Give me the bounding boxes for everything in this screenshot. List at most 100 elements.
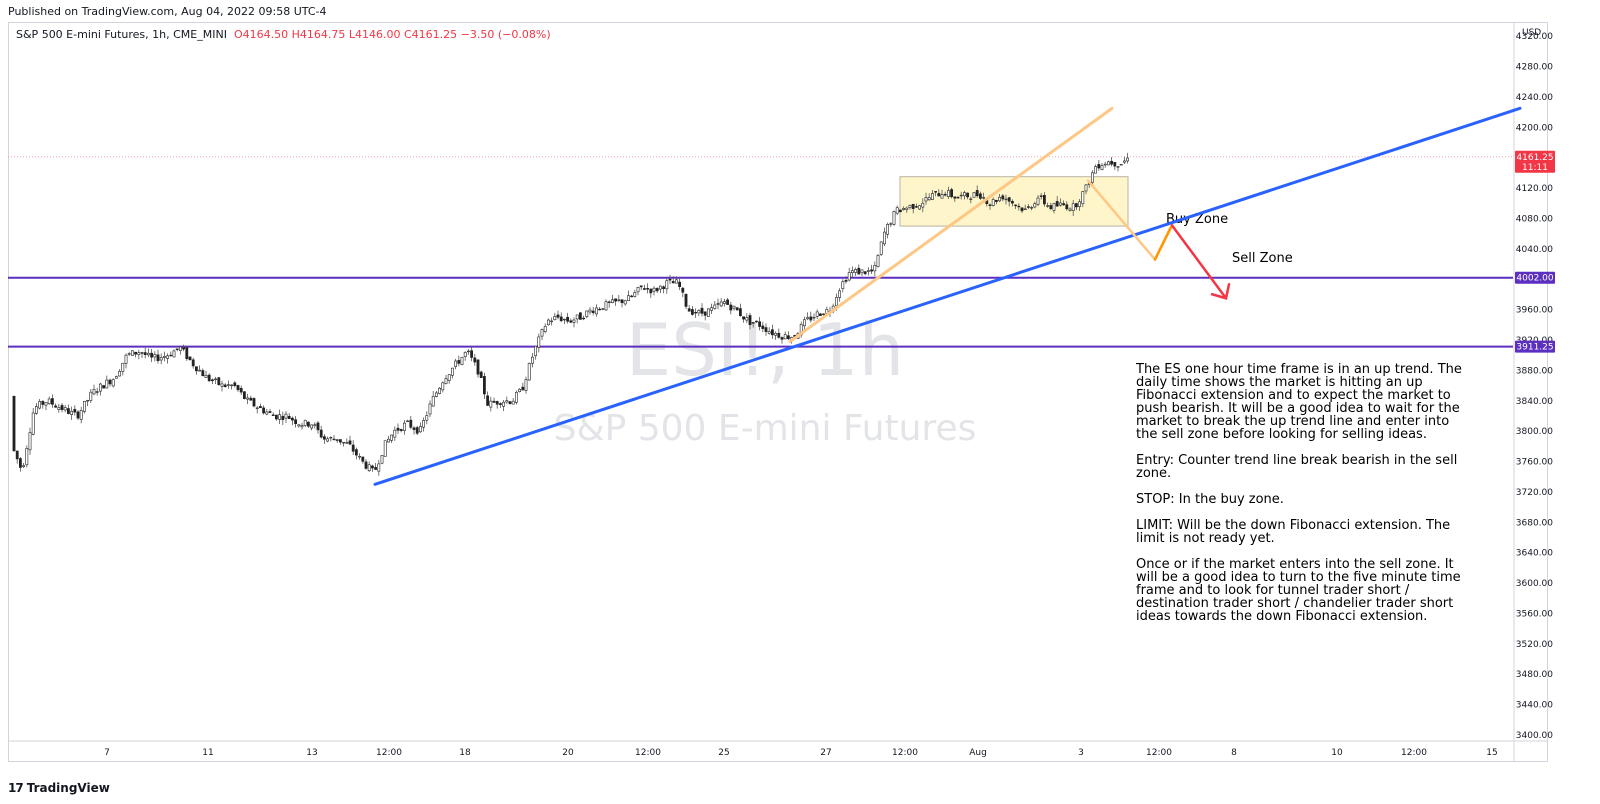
candle-body [396, 427, 400, 431]
candle-body [143, 352, 147, 356]
candle-body [742, 316, 746, 320]
price-label-value: 4161.25 [1516, 153, 1553, 163]
y-tick-label: 3680.00 [1516, 518, 1553, 528]
candle-body [258, 406, 262, 409]
candle-body [956, 196, 960, 199]
candle-body [614, 298, 618, 302]
candle-body [694, 311, 698, 314]
tradingview-logo[interactable]: 17 TradingView [8, 781, 110, 795]
uptrend-line [373, 106, 1522, 486]
price-label-countdown: 11:11 [1522, 163, 1548, 173]
candle-body [1020, 207, 1024, 212]
candle-body [841, 281, 845, 289]
candle-body [684, 293, 688, 307]
candle-body [278, 414, 282, 420]
candle-body [479, 371, 483, 378]
candle-body [12, 395, 16, 452]
candle-body [1100, 165, 1104, 170]
candle-body [195, 366, 198, 372]
candle-body [227, 384, 230, 386]
candle-body [620, 299, 624, 303]
candle-body [89, 391, 93, 401]
candle-body [262, 407, 266, 414]
candle-body [322, 436, 326, 440]
candle-body [147, 352, 150, 356]
candle-body [908, 204, 912, 208]
candle-body [166, 355, 170, 359]
candle-body [431, 396, 435, 407]
y-tick-label: 3600.00 [1516, 579, 1553, 589]
candle-body [1116, 166, 1120, 168]
candle-body [25, 448, 29, 466]
candle-body [345, 442, 349, 444]
candle-body [179, 346, 182, 351]
candle-body [758, 321, 762, 327]
candle-body [607, 301, 611, 303]
symbol-title[interactable]: S&P 500 E-mini Futures, 1h, CME_MINI [16, 28, 227, 41]
candle-body [649, 288, 653, 294]
price-label-value: 3911.25 [1516, 343, 1553, 353]
x-tick-label: 3 [1078, 748, 1084, 758]
candle-body [802, 319, 806, 327]
candle-body [377, 463, 381, 472]
candle-body [1097, 164, 1101, 169]
candle-body [182, 347, 186, 350]
candle-body [809, 316, 813, 321]
candle-body [946, 190, 950, 197]
price-label-box [1515, 271, 1555, 284]
candle-body [671, 281, 675, 284]
candle-body [905, 207, 909, 210]
price-label-box [1515, 150, 1555, 173]
candle-body [780, 337, 784, 340]
candle-body [41, 400, 45, 405]
candle-body [895, 207, 899, 214]
candle-body [626, 295, 630, 302]
candle-body [201, 370, 205, 377]
candle-body [374, 467, 378, 470]
candle-body [892, 211, 896, 225]
candle-body [300, 425, 304, 428]
candle-body [230, 384, 234, 387]
projection-path-orange [1153, 224, 1174, 261]
candle-body [690, 309, 694, 315]
candle-body [534, 345, 538, 357]
x-tick-label: 13 [306, 748, 317, 758]
candle-body [732, 305, 736, 309]
candle-body [719, 301, 723, 307]
candle-body [585, 310, 589, 317]
candle-body [1046, 205, 1050, 207]
candle-body [777, 332, 781, 338]
candle-body [73, 408, 77, 413]
candle-body [1062, 203, 1066, 206]
candle-body [1078, 201, 1082, 207]
candle-body [962, 192, 966, 197]
projection-path-red [1170, 224, 1228, 300]
candle-body [402, 422, 406, 431]
candle-body [239, 387, 243, 393]
candle-body [127, 353, 131, 355]
candle-body [924, 197, 928, 202]
candle-body [911, 203, 915, 209]
candle-body [1055, 201, 1059, 207]
candle-body [1059, 202, 1062, 206]
candle-body [1036, 197, 1040, 205]
candle-body [556, 314, 560, 318]
candle-body [950, 189, 954, 198]
candle-body [28, 432, 32, 451]
candle-body [530, 356, 534, 364]
candle-body [636, 287, 640, 293]
candle-body [930, 193, 934, 200]
x-tick-label: 11 [202, 748, 213, 758]
candle-body [617, 299, 621, 301]
y-tick-label: 4240.00 [1516, 93, 1553, 103]
candle-body [850, 270, 854, 274]
candle-body [681, 287, 685, 293]
candle-body [281, 415, 285, 421]
candle-body [236, 385, 240, 391]
candle-body [991, 199, 995, 206]
candle-body [1004, 198, 1008, 201]
candle-body [572, 319, 576, 323]
candle-body [268, 411, 272, 413]
candle-body [838, 290, 842, 298]
